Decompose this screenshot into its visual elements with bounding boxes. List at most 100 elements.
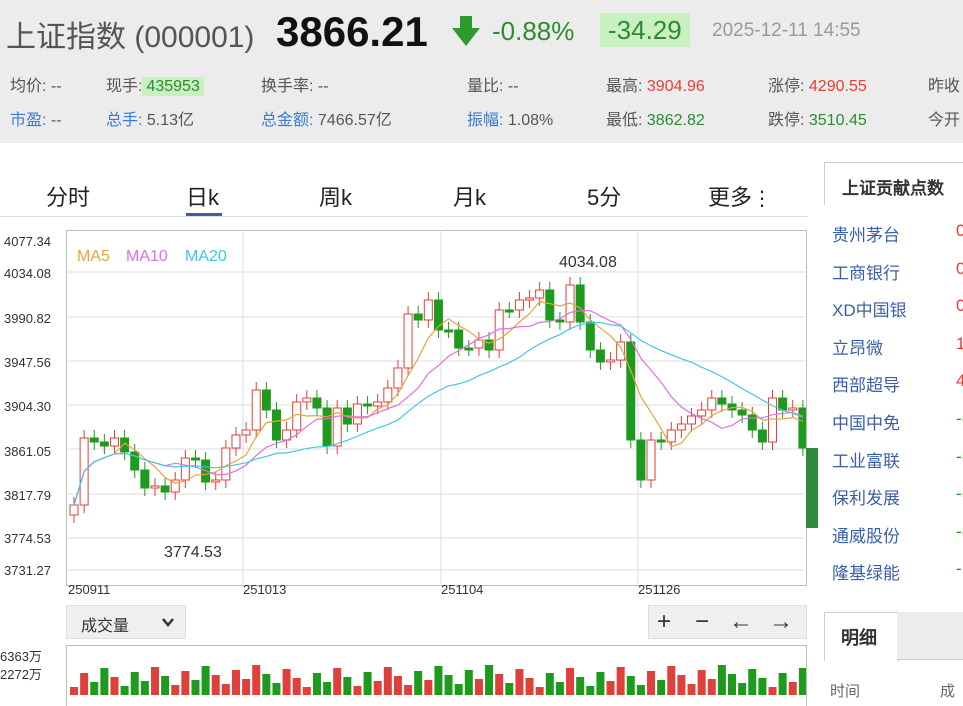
kline-chart[interactable] (66, 230, 807, 586)
stat-total-amt[interactable]: 总金额: 7466.57亿 (261, 112, 392, 129)
candle-body (190, 457, 200, 461)
stat-total-vol[interactable]: 总手: 5.13亿 (106, 112, 195, 129)
candle-body (585, 321, 595, 351)
contrib-stock-value: 0 (956, 258, 963, 278)
volume-indicator-select[interactable]: 成交量 (66, 605, 186, 639)
stat-low: 最低: 3862.82 (606, 112, 705, 129)
contrib-stock-name[interactable]: 通威股份 (832, 526, 900, 546)
stat-pe[interactable]: 市盈: -- (10, 112, 62, 129)
x-tick: 251104 (441, 582, 484, 597)
volume-bar (272, 683, 281, 695)
candle-body (676, 423, 686, 431)
volume-canvas (70, 665, 806, 695)
volume-bar (606, 681, 615, 695)
candle-body (788, 407, 798, 411)
volume-bar (150, 667, 159, 695)
volume-bar (636, 685, 645, 695)
volume-bar (312, 673, 321, 695)
contrib-stock-value: 1 (956, 333, 963, 353)
contrib-stock-name[interactable]: 立昂微 (832, 338, 883, 358)
x-tick: 251126 (638, 582, 681, 597)
tab-intraday[interactable]: 分时 (46, 185, 91, 210)
volume-bar (657, 680, 666, 695)
candle-body (474, 339, 484, 349)
candle-body (484, 339, 494, 351)
quote-header (0, 0, 963, 143)
volume-bar (616, 667, 625, 695)
candle-body (271, 409, 281, 441)
candle-body (454, 329, 464, 349)
tab-5min[interactable]: 5分 (587, 185, 622, 210)
more-dots-icon: ⋮ (752, 188, 773, 210)
volume-bar (566, 668, 575, 695)
volume-chart[interactable] (66, 645, 807, 706)
kline-canvas[interactable] (66, 230, 806, 585)
contrib-stock-value: -( (956, 521, 963, 541)
contrib-stock-name[interactable]: 贵州茅台 (832, 226, 900, 245)
pan-right-button[interactable]: → (769, 608, 793, 635)
contrib-stock-name[interactable]: 保利发展 (832, 489, 900, 509)
volume-bar (464, 670, 473, 695)
contrib-stock-name[interactable]: 中国中免 (832, 414, 900, 433)
candle-body (109, 437, 119, 447)
volume-bar (171, 685, 180, 695)
volume-bar (505, 683, 514, 695)
stat-amplitude[interactable]: 振幅: 1.08% (467, 112, 554, 129)
contrib-panel-tab[interactable] (824, 162, 963, 205)
candle-body (423, 299, 433, 321)
vol-y-tick: 6363万 (0, 649, 42, 664)
tab-weekly[interactable]: 周k (319, 185, 353, 210)
volume-bar (535, 687, 544, 695)
volume-bar (363, 672, 372, 695)
candle-body (332, 407, 342, 447)
candle-body (393, 367, 403, 389)
down-arrow-icon (452, 16, 480, 46)
zoom-out-button[interactable]: − (695, 608, 710, 635)
candle-body (383, 387, 393, 403)
tab-daily[interactable]: 日k (186, 185, 220, 210)
chevron-down-icon (162, 618, 174, 627)
max-price-label: 4034.08 (559, 254, 617, 271)
candle-body (514, 299, 524, 311)
volume-bar (80, 673, 89, 695)
contrib-stock-name[interactable]: 西部超导 (832, 376, 900, 396)
tab-more[interactable]: 更多⋮ (708, 185, 773, 210)
candle-body (140, 469, 150, 489)
index-price: 3866.21 (276, 8, 428, 55)
contrib-title: 上证贡献点数 (842, 179, 944, 198)
candle-body (535, 289, 545, 299)
volume-bar (495, 674, 504, 695)
tab-monthly[interactable]: 月k (453, 185, 487, 210)
y-tick: 3774.53 (4, 531, 51, 546)
volume-bar (596, 672, 605, 695)
volume-bar (778, 673, 787, 695)
candle-body (99, 441, 109, 447)
stat-turnover: 换手率: -- (261, 78, 329, 95)
contrib-stock-name[interactable]: 工业富联 (832, 451, 900, 471)
contrib-stock-name[interactable]: XD中国银 (832, 301, 907, 321)
contrib-stock-name[interactable]: 工商银行 (832, 263, 900, 283)
candle-body (352, 403, 362, 425)
candle-body (444, 329, 454, 333)
zoom-in-button[interactable]: + (657, 608, 672, 635)
volume-bar (70, 687, 78, 695)
volume-bar (525, 678, 534, 695)
pan-left-button[interactable]: ← (729, 608, 753, 635)
chart-nav-buttons: + − ← → (648, 605, 807, 639)
chart-scroll-handle[interactable] (806, 448, 818, 528)
contrib-stock-name[interactable]: 隆基绿能 (832, 564, 900, 584)
candle-body (69, 504, 79, 516)
volume-bar (434, 666, 443, 695)
candle-body (697, 409, 707, 417)
candle-body (403, 313, 413, 369)
candle-body (606, 359, 616, 363)
candle-body (778, 397, 788, 411)
vol-y-tick: 2272万 (0, 667, 42, 682)
volume-bar (515, 669, 524, 695)
stat-limit-down: 跌停: 3510.45 (768, 112, 867, 129)
x-tick: 250911 (68, 582, 111, 597)
y-tick: 3947.56 (4, 355, 51, 370)
volume-bar (677, 675, 686, 695)
quote-datetime: 2025-12-11 14:55 (712, 20, 861, 41)
volume-bar (252, 665, 261, 695)
